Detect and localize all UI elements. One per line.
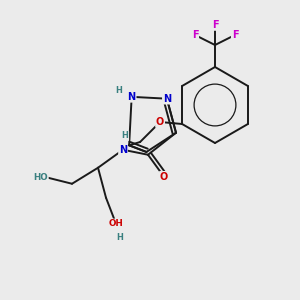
Text: OH: OH	[109, 219, 123, 228]
Text: HO: HO	[33, 173, 48, 182]
Text: O: O	[156, 117, 164, 127]
Text: F: F	[192, 30, 198, 40]
Text: N: N	[119, 145, 127, 155]
Text: F: F	[232, 30, 238, 40]
Text: O: O	[160, 172, 168, 182]
Text: H: H	[116, 86, 123, 95]
Text: N: N	[163, 94, 171, 104]
Text: H: H	[122, 131, 128, 140]
Text: H: H	[117, 233, 123, 242]
Text: F: F	[212, 20, 218, 30]
Text: N: N	[128, 92, 136, 102]
